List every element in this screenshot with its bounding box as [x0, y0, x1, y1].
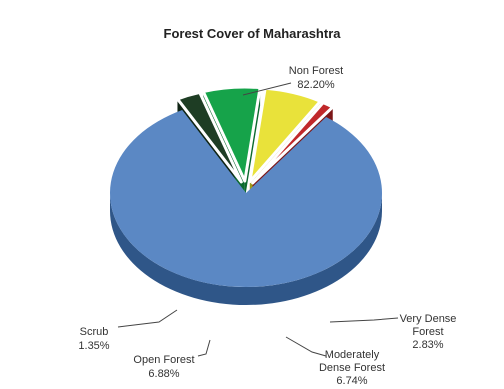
pie-slice-tops	[109, 85, 383, 288]
leader-line-scrub	[117, 309, 178, 328]
leader-line-non-forest	[242, 82, 292, 96]
label-moderately-dense-forest-name-2: Dense Forest	[319, 362, 385, 374]
pie-slice-open-forest	[248, 86, 322, 184]
pie-slice-scrub	[251, 101, 335, 185]
label-open-forest-name: Open Forest	[133, 354, 194, 366]
leader-line-open-forest	[197, 339, 211, 357]
label-scrub-name: Scrub	[80, 326, 109, 338]
label-scrub: Scrub 1.35%	[78, 309, 178, 352]
pie-side-non-forest	[110, 193, 382, 305]
pie-slice-very-dense-forest	[175, 90, 243, 184]
leader-line-moderately-dense-forest	[285, 336, 327, 357]
pie-slice-moderately-dense-forest	[201, 85, 262, 183]
label-open-forest: Open Forest 6.88%	[133, 339, 211, 380]
label-moderately-dense-forest-name-1: Moderately	[325, 349, 380, 361]
label-open-forest-value: 6.88%	[148, 368, 179, 380]
label-moderately-dense-forest-value: 6.74%	[336, 375, 367, 387]
label-very-dense-forest: Very Dense Forest 2.83%	[329, 313, 457, 351]
leader-line-very-dense-forest	[329, 317, 399, 323]
pie-slice-non-forest	[109, 110, 383, 288]
label-very-dense-forest-value: 2.83%	[412, 339, 443, 351]
label-moderately-dense-forest: Moderately Dense Forest 6.74%	[285, 336, 385, 387]
label-scrub-value: 1.35%	[78, 340, 109, 352]
label-very-dense-forest-name-2: Forest	[412, 326, 443, 338]
label-non-forest-value: 82.20%	[297, 79, 335, 91]
label-non-forest: Non Forest 82.20%	[242, 65, 343, 96]
chart-title: Forest Cover of Maharashtra	[164, 26, 342, 41]
label-non-forest-name: Non Forest	[289, 65, 343, 77]
label-very-dense-forest-name-1: Very Dense	[400, 313, 457, 325]
